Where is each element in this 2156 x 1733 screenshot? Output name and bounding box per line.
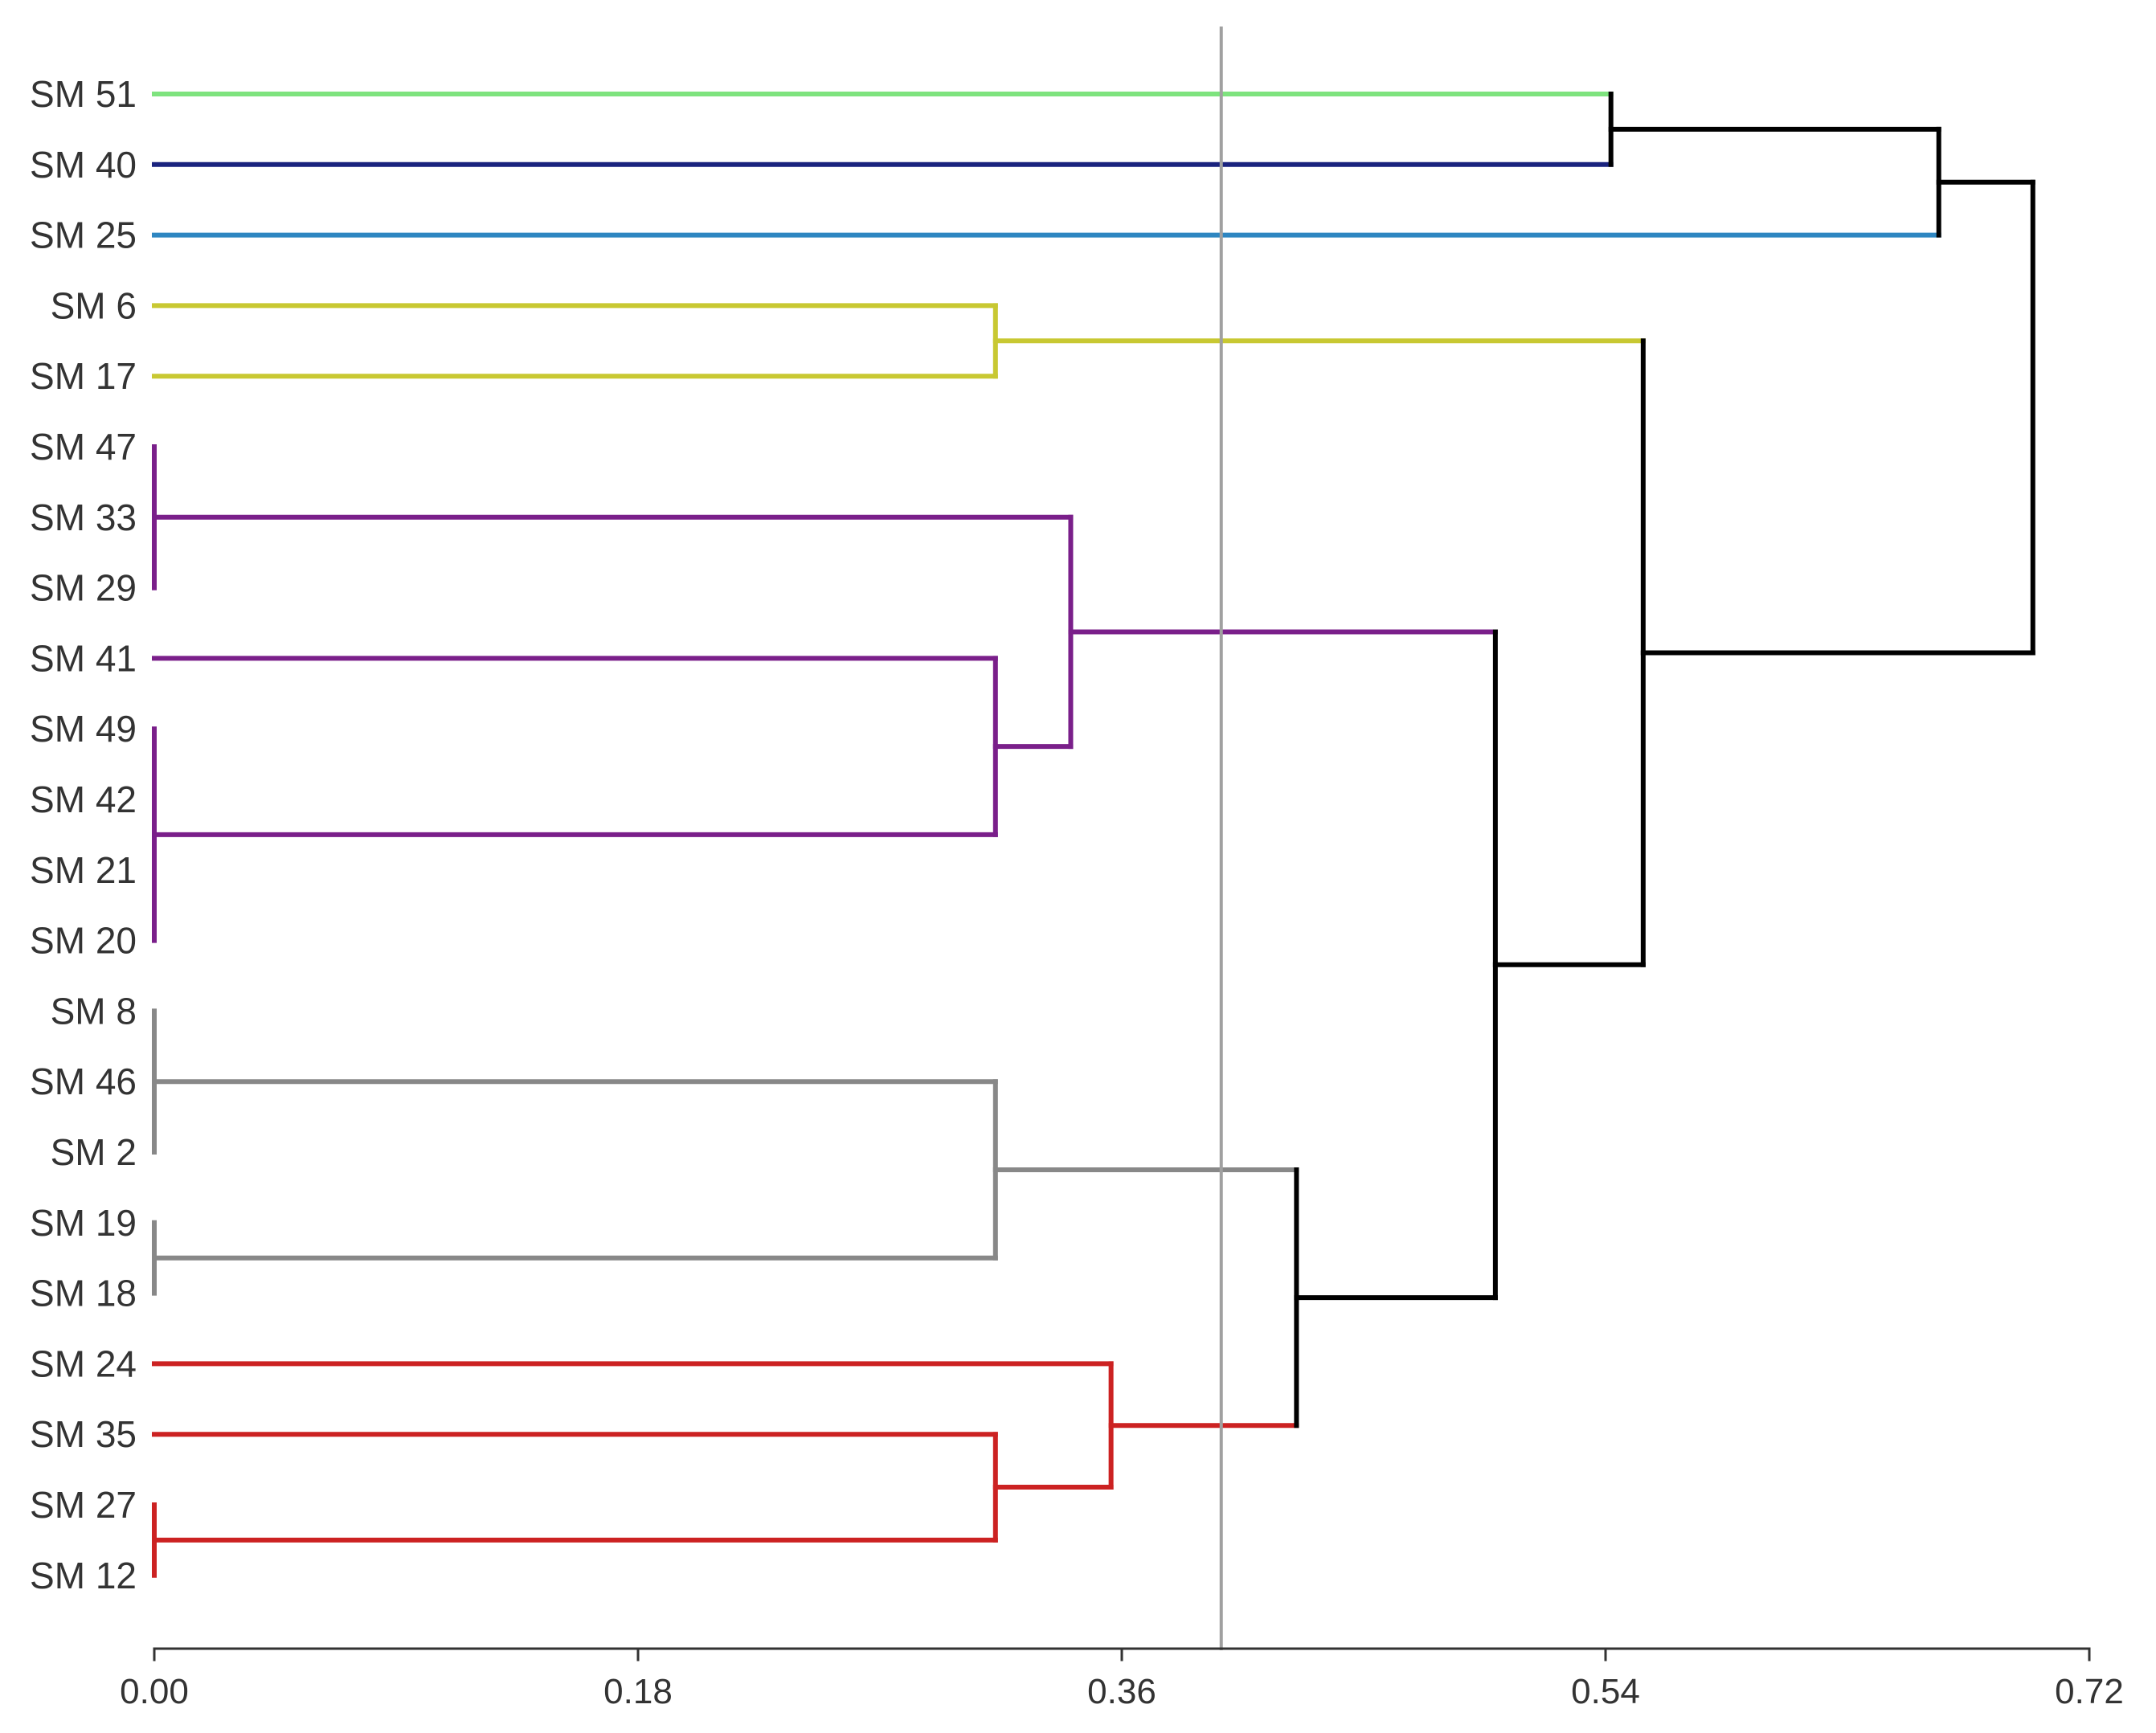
- leaf-label: SM 27: [30, 1484, 137, 1526]
- x-tick-label: 0.54: [1571, 1672, 1640, 1711]
- leaf-label: SM 12: [30, 1555, 137, 1596]
- leaf-label: SM 21: [30, 849, 137, 891]
- leaf-label: SM 19: [30, 1202, 137, 1244]
- leaf-label: SM 24: [30, 1343, 137, 1384]
- x-tick-label: 0.18: [603, 1672, 673, 1711]
- leaf-label: SM 17: [30, 355, 137, 397]
- leaf-label: SM 18: [30, 1273, 137, 1314]
- leaf-labels: SM 51 SM 40 SM 25 SM 6 SM 17 SM 47 SM 33 SM 29 S…: [30, 73, 137, 1596]
- x-tick-label: 0.00: [120, 1672, 189, 1711]
- x-tick-label: 0.36: [1087, 1672, 1156, 1711]
- leaf-label: SM 46: [30, 1061, 137, 1102]
- leaf-label: SM 25: [30, 215, 137, 256]
- leaf-label: SM 49: [30, 708, 137, 750]
- leaf-label: SM 6: [51, 284, 137, 326]
- leaf-label: SM 41: [30, 637, 137, 679]
- leaf-label: SM 47: [30, 426, 137, 468]
- leaf-label: SM 40: [30, 144, 137, 186]
- x-tick-label: 0.72: [2055, 1672, 2124, 1711]
- leaf-label: SM 51: [30, 73, 137, 115]
- x-axis: 0.00 0.18 0.36 0.54 0.72: [120, 1647, 2124, 1711]
- leaf-label: SM 20: [30, 920, 137, 962]
- leaf-label: SM 42: [30, 779, 137, 820]
- leaf-label: SM 2: [51, 1131, 137, 1173]
- dendrogram-links: [152, 92, 2035, 1578]
- leaf-label: SM 29: [30, 567, 137, 609]
- leaf-label: SM 35: [30, 1413, 137, 1455]
- leaf-label: SM 8: [51, 990, 137, 1032]
- leaf-label: SM 33: [30, 497, 137, 538]
